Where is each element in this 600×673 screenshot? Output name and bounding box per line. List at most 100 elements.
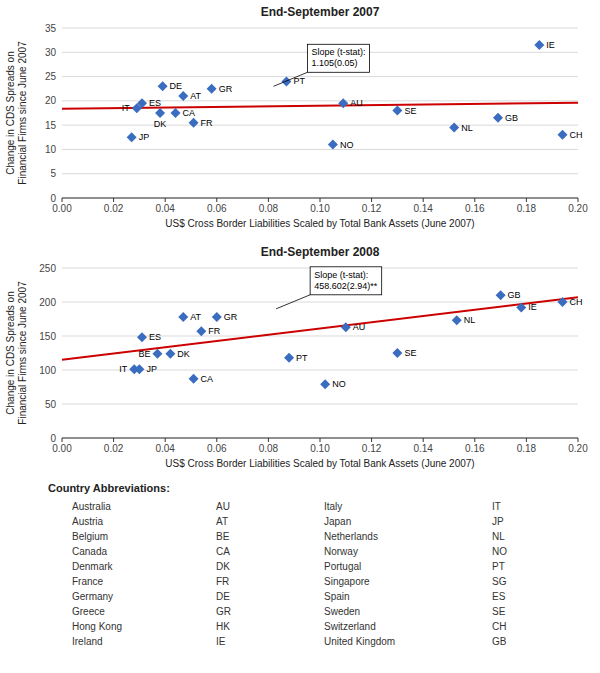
y-tick-label: 15 bbox=[45, 120, 57, 131]
abbreviation-code: DK bbox=[216, 561, 230, 572]
annotation-arrow bbox=[274, 72, 308, 86]
abbreviation-country: Denmark bbox=[72, 561, 114, 572]
abbreviation-code: BE bbox=[216, 531, 230, 542]
point bbox=[516, 302, 526, 312]
point bbox=[127, 132, 137, 142]
x-tick-label: 0.04 bbox=[155, 443, 175, 454]
y-tick-label: 30 bbox=[45, 47, 57, 58]
abbreviation-code: JP bbox=[492, 516, 504, 527]
chart: End-September 20080501001502002500.000.0… bbox=[5, 245, 588, 469]
point-label: CA bbox=[201, 374, 214, 384]
x-tick bbox=[216, 438, 217, 442]
x-tick-label: 0.18 bbox=[517, 443, 537, 454]
x-tick bbox=[62, 198, 63, 202]
chart: End-September 2007051015202530350.000.02… bbox=[5, 5, 588, 229]
point bbox=[189, 374, 199, 384]
abbreviation-code: GR bbox=[216, 606, 231, 617]
abbreviation-country: Portugal bbox=[324, 561, 361, 572]
y-tick-label: 0 bbox=[50, 433, 56, 444]
point bbox=[449, 123, 459, 133]
x-tick bbox=[371, 438, 372, 442]
annotation-box bbox=[308, 44, 370, 72]
y-tick-label: 35 bbox=[45, 23, 57, 34]
abbreviation-country: Italy bbox=[324, 501, 342, 512]
x-axis-label: US$ Cross Border Liabilities Scaled by T… bbox=[165, 218, 474, 229]
abbreviation-code: HK bbox=[216, 621, 230, 632]
point bbox=[134, 364, 144, 374]
point bbox=[341, 322, 351, 332]
abbreviation-country: Canada bbox=[72, 546, 107, 557]
x-tick bbox=[62, 438, 63, 442]
point bbox=[196, 326, 206, 336]
x-tick bbox=[578, 198, 579, 202]
point-label: NL bbox=[464, 315, 476, 325]
point bbox=[493, 113, 503, 123]
chart-canvas: End-September 2007051015202530350.000.02… bbox=[0, 0, 600, 673]
x-axis-label: US$ Cross Border Liabilities Scaled by T… bbox=[165, 458, 474, 469]
y-tick-label: 20 bbox=[45, 95, 57, 106]
point-label: FR bbox=[208, 326, 220, 336]
point-label: FR bbox=[201, 118, 213, 128]
x-tick-label: 0.08 bbox=[259, 443, 279, 454]
annotation: Slope (t-stat):1.105(0.05) bbox=[274, 44, 370, 86]
point-label: BE bbox=[138, 349, 150, 359]
point bbox=[392, 106, 402, 116]
point bbox=[189, 118, 199, 128]
point-labels: ITJPESBEDKATFRGRCAPTNOAUSENLGBIECH bbox=[119, 290, 582, 389]
annotation-line: Slope (t-stat): bbox=[312, 47, 366, 57]
y-tick-label: 5 bbox=[50, 168, 56, 179]
point bbox=[155, 108, 165, 118]
x-tick-label: 0.14 bbox=[413, 443, 433, 454]
abbreviation-code: SE bbox=[492, 606, 506, 617]
point-label: PT bbox=[293, 76, 305, 86]
abbreviation-code: SG bbox=[492, 576, 507, 587]
x-tick-label: 0.02 bbox=[104, 443, 124, 454]
abbreviation-country: Germany bbox=[72, 591, 113, 602]
x-tick-label: 0.12 bbox=[362, 203, 382, 214]
point bbox=[165, 349, 175, 359]
y-tick-label: 100 bbox=[39, 365, 56, 376]
x-tick bbox=[578, 438, 579, 442]
point-labels: ITESDEATDKCAFRGRPTNOAUSENLGBIECHJP bbox=[122, 40, 583, 150]
abbreviation-country: Singapore bbox=[324, 576, 370, 587]
chart-title: End-September 2008 bbox=[261, 245, 380, 259]
y-tick-label: 150 bbox=[39, 331, 56, 342]
plot-area bbox=[62, 40, 578, 150]
abbreviation-code: GB bbox=[492, 636, 507, 647]
x-tick-label: 0.14 bbox=[413, 203, 433, 214]
abbreviation-code: FR bbox=[216, 576, 229, 587]
point-label: CH bbox=[570, 297, 583, 307]
grid-line bbox=[62, 302, 578, 303]
point-label: IT bbox=[122, 103, 131, 113]
annotation-line: 1.105(0.05) bbox=[312, 58, 358, 68]
point bbox=[212, 312, 222, 322]
grid-line bbox=[62, 28, 578, 29]
abbreviation-country: Norway bbox=[324, 546, 358, 557]
point bbox=[137, 332, 147, 342]
abbreviation-country: Greece bbox=[72, 606, 105, 617]
grid-line bbox=[62, 76, 578, 77]
point-label: GR bbox=[219, 84, 233, 94]
y-axis-label: Change in CDS Spreads onFinancial Firms … bbox=[5, 41, 28, 185]
annotation-line: 458.602(2.94)** bbox=[314, 281, 378, 291]
annotation: Slope (t-stat):458.602(2.94)** bbox=[276, 267, 382, 309]
y-tick-label: 50 bbox=[45, 399, 57, 410]
point bbox=[281, 76, 291, 86]
point bbox=[207, 84, 217, 94]
abbreviation-country: Switzerland bbox=[324, 621, 376, 632]
x-tick-label: 0.08 bbox=[259, 203, 279, 214]
point-label: IT bbox=[119, 364, 128, 374]
x-tick-label: 0.16 bbox=[465, 443, 485, 454]
point bbox=[158, 81, 168, 91]
y-tick-label: 25 bbox=[45, 71, 57, 82]
point-label: AU bbox=[353, 322, 366, 332]
point-label: JP bbox=[139, 132, 150, 142]
y-axis-label-line: Financial Firms since June 2007 bbox=[17, 41, 28, 185]
x-tick bbox=[268, 198, 269, 202]
x-tick bbox=[268, 438, 269, 442]
abbreviation-code: DE bbox=[216, 591, 230, 602]
x-tick bbox=[216, 198, 217, 202]
abbreviation-code: NO bbox=[492, 546, 507, 557]
x-tick-label: 0.16 bbox=[465, 203, 485, 214]
abbreviation-code: ES bbox=[492, 591, 506, 602]
